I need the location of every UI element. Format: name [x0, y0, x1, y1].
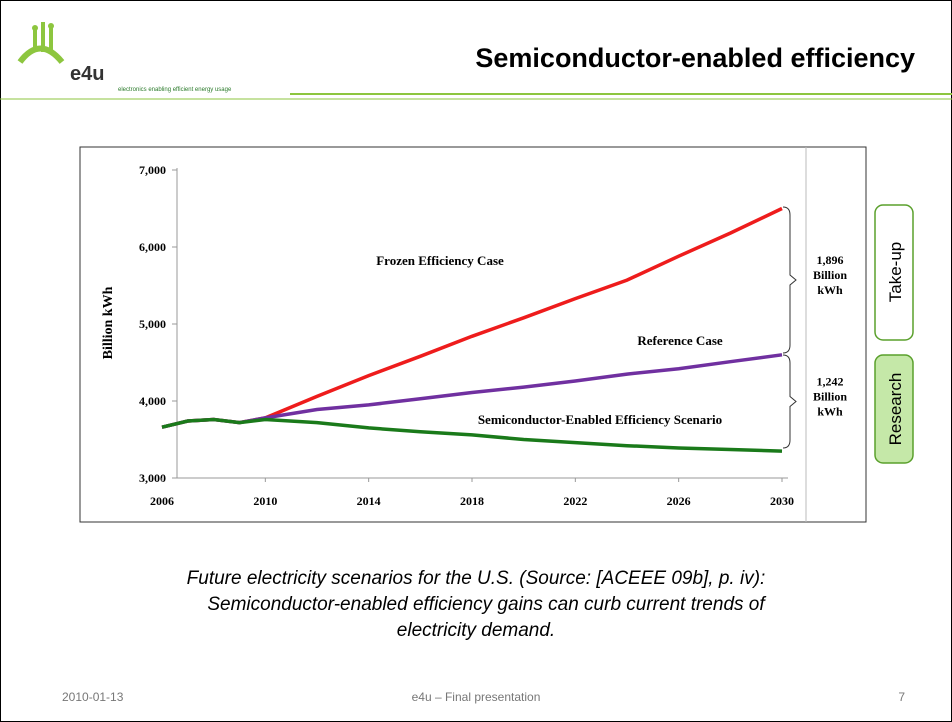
y-tick-label: 6,000 [139, 240, 166, 254]
tab[interactable] [874, 204, 914, 341]
brace [782, 206, 797, 354]
y-tick-label: 3,000 [139, 471, 166, 485]
tab[interactable] [874, 354, 914, 464]
slide-title: Semiconductor-enabled efficiency [475, 43, 915, 73]
brace-label: Billion [813, 390, 847, 404]
x-tick-label: 2006 [150, 494, 174, 508]
brace-label: 1,896 [817, 253, 844, 267]
caption: Future electricity scenarios for the U.S… [187, 568, 766, 589]
x-tick-label: 2026 [667, 494, 691, 508]
x-tick-label: 2030 [770, 494, 794, 508]
tab-label[interactable]: Research [886, 373, 905, 446]
x-tick-label: 2018 [460, 494, 484, 508]
series-label: Reference Case [637, 333, 723, 348]
series-label: Frozen Efficiency Case [376, 253, 504, 268]
series-line [161, 417, 783, 453]
brace-label: kWh [817, 283, 843, 297]
footer-date: 2010-01-13 [62, 690, 124, 704]
y-tick-label: 7,000 [139, 163, 166, 177]
x-tick-label: 2022 [563, 494, 587, 508]
brace-label: Billion [813, 268, 847, 282]
tab-label[interactable]: Take-up [886, 242, 905, 302]
x-tick-label: 2010 [253, 494, 277, 508]
series-label: Semiconductor-Enabled Efficiency Scenari… [478, 412, 722, 427]
y-axis-label: Billion kWh [101, 286, 116, 359]
footer-page: 7 [898, 690, 905, 704]
brace [782, 354, 797, 449]
caption: electricity demand. [397, 620, 555, 641]
brace-label: kWh [817, 405, 843, 419]
y-tick-label: 5,000 [139, 317, 166, 331]
brace-label: 1,242 [817, 375, 844, 389]
y-tick-label: 4,000 [139, 394, 166, 408]
caption: Semiconductor-enabled efficiency gains c… [207, 594, 766, 615]
x-tick-label: 2014 [357, 494, 381, 508]
logo-text: e4u [70, 63, 104, 85]
logo [17, 22, 65, 64]
logo-tagline: electronics enabling efficient energy us… [118, 87, 232, 93]
footer-center: e4u – Final presentation [412, 690, 541, 704]
